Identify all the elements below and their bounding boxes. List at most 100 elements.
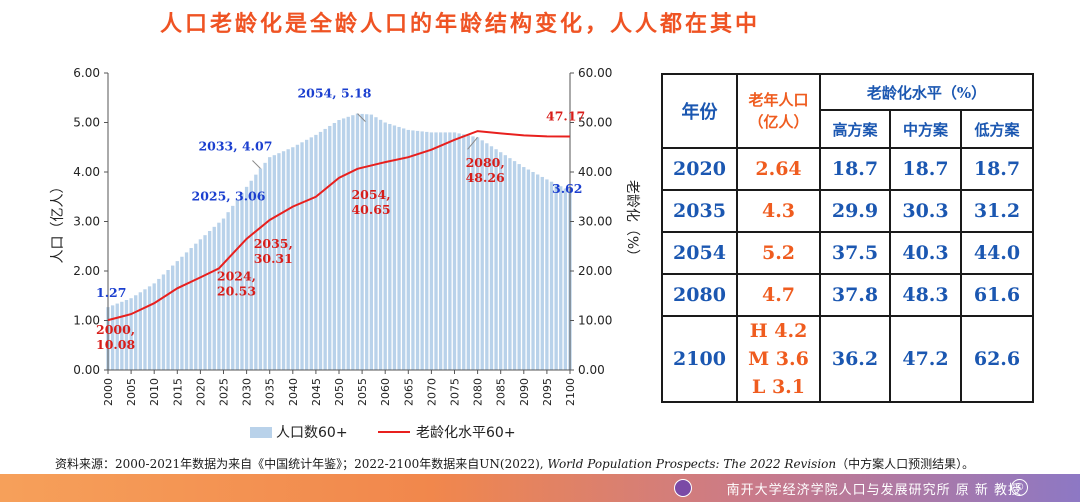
bar-2032 <box>254 174 258 370</box>
header-elderly-line: （亿人） <box>748 113 809 131</box>
footer-bar: 南开大学经济学院人口与发展研究所 原 新 教授 © <box>0 474 1080 502</box>
aging-chart: 0.00 1.00 2.00 3.00 4.00 5.00 6.00 0.00 10.00 20.… <box>50 66 640 441</box>
cell-mid: 47.2 <box>889 315 962 403</box>
bar-2084 <box>494 149 498 370</box>
header-aging: 老龄化水平（%） <box>819 73 1034 111</box>
bar-2068 <box>420 131 424 370</box>
bar-2014 <box>171 265 175 370</box>
x-tick-label: 2060 <box>379 378 392 406</box>
data-label-line: 2054, <box>351 187 390 202</box>
bar-2035 <box>268 157 272 370</box>
bar-2003 <box>120 301 124 370</box>
cell-low: 62.6 <box>960 315 1034 403</box>
page-title: 人口老龄化是全龄人口的年龄结构变化，人人都在其中 <box>159 11 760 37</box>
legend-bar-label: 人口数60+ <box>276 425 348 441</box>
bar-2067 <box>415 130 420 370</box>
bar-2041 <box>295 144 300 370</box>
bar-2054 <box>355 113 360 370</box>
bar-2043 <box>304 139 309 370</box>
data-label-line: 2054, 5.18 <box>297 86 371 101</box>
x-tick-label: 2100 <box>564 378 577 406</box>
bar-2056 <box>365 114 369 370</box>
bar-2090 <box>522 167 526 370</box>
bar-2057 <box>369 114 374 370</box>
bar-2046 <box>318 131 323 370</box>
bar-2024 <box>217 222 221 370</box>
bar-2058 <box>374 117 378 370</box>
bar-2015 <box>175 261 179 370</box>
data-label-line: 2035, <box>254 236 293 251</box>
data-label-line: 47.17 <box>546 109 585 124</box>
bar-2094 <box>540 176 544 370</box>
bar-2087 <box>508 158 512 370</box>
bar-2008 <box>143 289 147 370</box>
bar-2037 <box>277 153 281 370</box>
cell-elderly: H 4.2 M 3.6 L 3.1 <box>736 315 821 403</box>
data-label-line: 30.31 <box>254 251 293 266</box>
bar-2076 <box>457 133 461 370</box>
bar-2081 <box>480 140 484 370</box>
bar-2095 <box>545 179 549 370</box>
cell-elderly-line: 4.3 <box>761 200 796 222</box>
projection-table: 年份 老年人口 （亿人） 老龄化水平（%） 高方案 中方案 低方案 2020 2.6… <box>661 73 1034 403</box>
legend: 人口数60+ 老龄化水平60+ <box>250 425 516 441</box>
bar-2011 <box>157 278 161 370</box>
data-label-line: 10.08 <box>96 337 135 352</box>
left-tick-label: 4.00 <box>73 165 100 179</box>
data-label-line: 2033, 4.07 <box>198 139 272 154</box>
bar-2071 <box>434 132 438 370</box>
table-row: 2035 4.3 29.9 30.3 31.2 <box>661 189 1034 233</box>
right-tick-label: 10.00 <box>578 314 612 328</box>
bar-2066 <box>411 130 415 370</box>
x-tick-label: 2035 <box>264 378 277 406</box>
bar-2083 <box>489 146 494 370</box>
header-elderly: 老年人口 （亿人） <box>736 73 821 149</box>
cell-high: 37.8 <box>819 273 891 317</box>
bar-2086 <box>503 155 507 370</box>
right-tick-label: 60.00 <box>578 66 612 80</box>
bar-2069 <box>425 131 429 370</box>
bar-2074 <box>448 132 452 370</box>
data-label: 2054, 40.65 <box>351 187 390 217</box>
bar-2016 <box>180 256 184 370</box>
bar-2072 <box>438 132 443 370</box>
source-note: 资料来源：2000-2021年数据为来自《中国统计年鉴》；2022-2100年数… <box>55 455 1055 472</box>
bar-2028 <box>235 199 240 370</box>
data-label: 2033, 4.07 <box>198 139 272 154</box>
left-tick-label: 6.00 <box>73 66 100 80</box>
left-tick-label: 2.00 <box>73 264 100 278</box>
data-label: 1.27 <box>96 285 126 300</box>
cell-low: 44.0 <box>960 231 1034 275</box>
bar-2031 <box>249 180 253 370</box>
bar-2050 <box>337 120 341 371</box>
bar-2098 <box>559 186 563 370</box>
cell-elderly-line: 4.7 <box>761 284 796 306</box>
cell-year: 2080 <box>661 273 738 317</box>
bar-2019 <box>194 243 198 370</box>
source-prefix: 资料来源：2000-2021年数据为来自《中国统计年鉴》；2022-2100年数… <box>55 457 548 471</box>
axes-group: 0.00 1.00 2.00 3.00 4.00 5.00 6.00 0.00 10.00 20.… <box>50 66 640 406</box>
table-row: 2054 5.2 37.5 40.3 44.0 <box>661 231 1034 275</box>
data-label-line: 3.62 <box>552 181 582 196</box>
cell-mid: 30.3 <box>889 189 962 233</box>
bar-2060 <box>383 122 387 370</box>
cell-high: 37.5 <box>819 231 891 275</box>
cell-elderly-line: 5.2 <box>761 242 796 264</box>
bar-2047 <box>323 128 327 370</box>
cell-mid: 40.3 <box>889 231 962 275</box>
bar-2088 <box>512 161 517 370</box>
x-tick-label: 2095 <box>541 378 554 406</box>
leader-line <box>252 160 261 169</box>
legend-line-label: 老龄化水平60+ <box>416 425 516 441</box>
x-tick-label: 2040 <box>287 378 300 406</box>
cell-elderly: 5.2 <box>736 231 821 275</box>
bar-2010 <box>152 283 156 370</box>
leader-line <box>467 137 478 150</box>
data-label: 2035, 30.31 <box>254 236 293 266</box>
right-tick-label: 50.00 <box>578 116 612 130</box>
bar-2051 <box>341 118 346 370</box>
x-tick-label: 2075 <box>449 378 462 406</box>
left-tick-label: 3.00 <box>73 215 100 229</box>
cell-elderly-line: H 4.2 <box>749 320 808 342</box>
bar-2038 <box>281 151 286 370</box>
